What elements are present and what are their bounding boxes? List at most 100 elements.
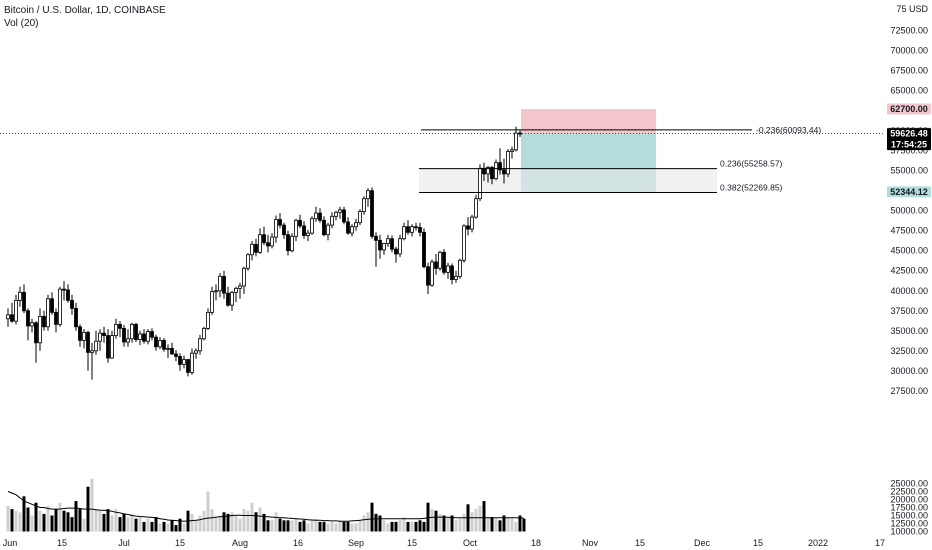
volume-bar bbox=[190, 513, 194, 532]
price-tick-label: 20000.00 bbox=[890, 495, 928, 505]
volume-bar bbox=[470, 512, 474, 532]
candle-body bbox=[470, 216, 474, 230]
position-tool[interactable] bbox=[0, 109, 885, 193]
candle-body bbox=[154, 336, 158, 348]
time-axis-label: 16 bbox=[293, 538, 303, 548]
symbol-title[interactable]: Bitcoin / U.S. Dollar, 1D, COINBASE bbox=[4, 5, 166, 16]
volume-bar bbox=[366, 512, 370, 532]
candle-body bbox=[446, 265, 450, 273]
volume-bar bbox=[142, 521, 146, 532]
stop-price-tag: 62700.00 bbox=[890, 104, 928, 114]
volume-bar bbox=[322, 521, 326, 532]
volume-bar bbox=[170, 520, 174, 532]
time-axis-label: Sep bbox=[348, 538, 364, 548]
volume-bar bbox=[74, 501, 78, 532]
candle-body bbox=[218, 275, 222, 292]
volume-bar bbox=[486, 517, 490, 532]
candle-body bbox=[306, 232, 310, 236]
volume-bar bbox=[226, 513, 230, 532]
candle-body bbox=[18, 291, 22, 301]
volume-bar bbox=[406, 521, 410, 532]
candle-body bbox=[302, 225, 306, 236]
candle-body bbox=[362, 198, 366, 212]
candle-body bbox=[142, 333, 146, 342]
candle-body bbox=[90, 350, 94, 353]
candle-body bbox=[322, 219, 326, 236]
volume-bar bbox=[326, 523, 330, 532]
volume-bar bbox=[270, 520, 274, 532]
candle-body bbox=[382, 243, 386, 251]
volume-bar bbox=[98, 510, 102, 532]
candle-body bbox=[478, 167, 482, 200]
target-price-tag: 52344.12 bbox=[890, 187, 928, 197]
candle-body bbox=[78, 326, 82, 341]
volume-bar bbox=[362, 515, 366, 532]
price-axis[interactable]: 75 USD 72500.00 70000.00 67500.00 65000.00 62… bbox=[885, 0, 932, 550]
volume-bar bbox=[134, 518, 138, 532]
price-tick-label: 25000.00 bbox=[890, 479, 928, 489]
volume-bar bbox=[458, 518, 462, 532]
volume-bar bbox=[266, 520, 270, 532]
volume-bar bbox=[94, 509, 98, 532]
candle-body bbox=[46, 298, 50, 328]
candle-body bbox=[82, 331, 86, 341]
volume-bar bbox=[426, 502, 430, 532]
candle-body bbox=[386, 238, 390, 244]
time-axis-label: Jun bbox=[3, 538, 18, 548]
fib-level-label: -0.236(60093.44) bbox=[756, 125, 821, 135]
volume-bar bbox=[330, 521, 334, 532]
volume-bar bbox=[38, 510, 42, 532]
time-axis-label: Jul bbox=[118, 538, 130, 548]
time-axis-label: 15 bbox=[753, 538, 763, 548]
price-tick-label: 35000.00 bbox=[890, 326, 928, 336]
candle-body bbox=[94, 340, 98, 352]
candle-body bbox=[406, 226, 410, 233]
candle-body bbox=[38, 315, 42, 344]
candle-body bbox=[342, 209, 346, 223]
time-axis-label: 15 bbox=[57, 538, 67, 548]
candle-body bbox=[442, 251, 446, 273]
volume-bar bbox=[70, 517, 74, 532]
price-tick-label: 42500.00 bbox=[890, 266, 928, 276]
volume-indicator-label[interactable]: Vol (20) bbox=[4, 18, 39, 29]
candle-body bbox=[58, 288, 62, 325]
volume-bar bbox=[130, 513, 134, 532]
volume-bar bbox=[126, 517, 130, 532]
candle-body bbox=[454, 275, 458, 280]
price-tick-label: 30000.00 bbox=[890, 366, 928, 376]
volume-bar bbox=[22, 496, 26, 532]
candle-body bbox=[190, 352, 194, 373]
candle-body bbox=[474, 198, 478, 218]
volume-bar bbox=[166, 523, 170, 532]
volume-bar bbox=[30, 515, 34, 532]
volume-bar bbox=[434, 510, 438, 532]
volume-bar bbox=[62, 510, 66, 532]
candle-body bbox=[194, 350, 198, 354]
volume-bar bbox=[418, 520, 422, 532]
candle-body bbox=[334, 211, 338, 217]
fibonacci-levels[interactable]: -0.236(60093.44) 0.236(55258.57) 0.382(522… bbox=[419, 125, 821, 194]
volume-bar bbox=[42, 513, 46, 532]
price-tick-label: 70000.00 bbox=[890, 46, 928, 56]
candle-body bbox=[222, 275, 226, 294]
price-tick-label: 45000.00 bbox=[890, 246, 928, 256]
volume-bar bbox=[238, 518, 242, 532]
volume-bar bbox=[114, 509, 118, 532]
currency-label: 75 USD bbox=[896, 4, 928, 14]
volume-bar bbox=[450, 515, 454, 532]
candle-body bbox=[282, 224, 286, 236]
volume-bar bbox=[390, 521, 394, 532]
candle-body bbox=[354, 222, 358, 228]
candle-body bbox=[6, 314, 10, 320]
volume-bar bbox=[286, 520, 290, 532]
volume-bar bbox=[174, 525, 178, 532]
volume-bar bbox=[462, 513, 466, 532]
volume-bar bbox=[194, 520, 198, 532]
price-tick-label: 22500.00 bbox=[890, 487, 928, 497]
time-axis[interactable]: Jun 15 Jul 15 Aug 16 Sep 15 Oct 18 Nov 15 Dec 15 2022 1… bbox=[3, 538, 885, 548]
candle-body bbox=[266, 242, 270, 247]
volume-bar bbox=[506, 517, 510, 532]
price-tick-label: 72500.00 bbox=[890, 26, 928, 36]
chart-legend: Bitcoin / U.S. Dollar, 1D, COINBASE Vol … bbox=[4, 4, 166, 30]
